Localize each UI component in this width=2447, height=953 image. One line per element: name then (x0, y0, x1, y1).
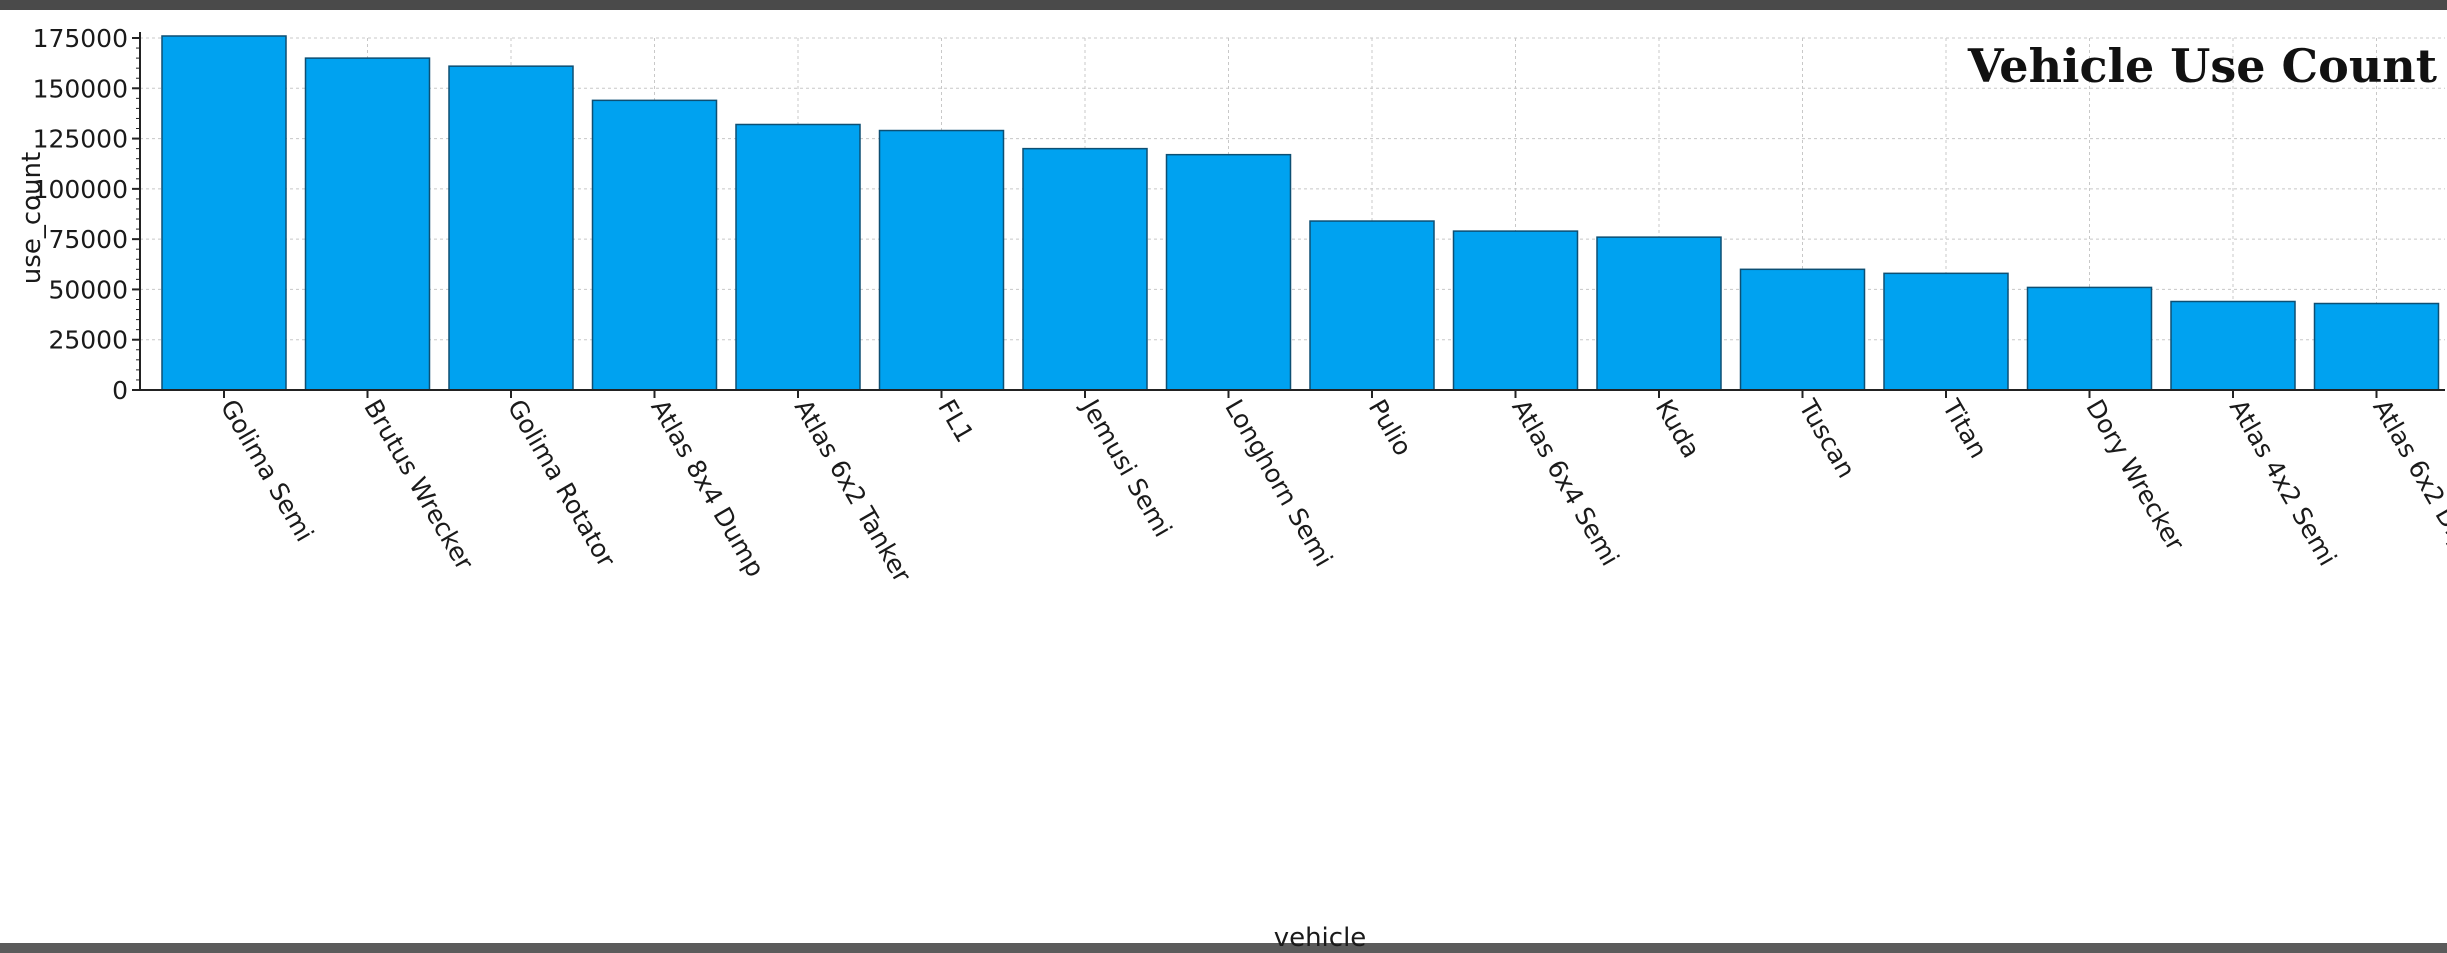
bar (1165, 153, 1292, 391)
x-tick-label: Atlas 6x2 Tanker (789, 395, 917, 588)
bar (735, 123, 861, 391)
x-tick-label: FL1 (932, 395, 979, 448)
x-tick-label: Golima Rotator (502, 395, 622, 573)
x-tick-label: Atlas 6x4 Semi (1506, 395, 1625, 571)
bar (2313, 302, 2440, 391)
y-axis-title: use_count (17, 152, 47, 284)
bar-chart: 0 25000 50000 75000 100000 125000 150000 175000… (17, 24, 2447, 953)
axes (132, 32, 2445, 398)
x-tick-label: Tuscan (1793, 394, 1861, 483)
x-tick-label: Atlas 6x2 Dry Van (2367, 395, 2447, 603)
x-tick-label: Pulio (1363, 395, 1418, 461)
x-tick-label: Brutus Wrecker (358, 395, 479, 576)
y-tick-label: 0 (112, 376, 128, 405)
x-axis-title: vehicle (1274, 923, 1367, 953)
bar (2170, 300, 2296, 391)
chart-title: Vehicle Use Count (1967, 39, 2438, 93)
y-tick-label: 75000 (48, 225, 128, 254)
y-tick-label: 25000 (48, 326, 128, 355)
x-tick-label: Atlas 4x2 Semi (2224, 395, 2343, 571)
y-tick-labels: 0 25000 50000 75000 100000 125000 150000 175000 (33, 24, 128, 405)
bar (1022, 147, 1148, 391)
bar (591, 99, 718, 391)
y-tick-label: 125000 (33, 125, 128, 154)
y-tick-label: 150000 (33, 74, 128, 103)
bar (1309, 220, 1435, 391)
bar (304, 57, 431, 391)
y-tick-label: 50000 (48, 275, 128, 304)
x-tick-labels: Golima Semi Brutus Wrecker Golima Rotator A… (215, 393, 2447, 603)
bars (161, 35, 2440, 391)
bar (1596, 236, 1722, 391)
bar (2026, 286, 2153, 391)
x-tick-label: Kuda (1650, 395, 1706, 463)
x-tick-label: Dory Wrecker (2080, 395, 2190, 557)
bar (1452, 230, 1579, 391)
x-tick-label: Atlas 8x4 Dump (645, 395, 770, 582)
bar (1883, 272, 2009, 391)
x-tick-label: Golima Semi (215, 395, 319, 547)
y-tick-label: 175000 (33, 24, 128, 53)
x-tick-label: Longhorn Semi (1219, 395, 1338, 572)
y-tick-label: 100000 (33, 175, 128, 204)
bar (161, 35, 287, 391)
x-tick-label: Jemusi Semi (1075, 393, 1178, 542)
x-tick-label: Titan (1936, 394, 1993, 463)
bar (1739, 268, 1866, 391)
bar (878, 129, 1005, 391)
bar (448, 65, 574, 391)
